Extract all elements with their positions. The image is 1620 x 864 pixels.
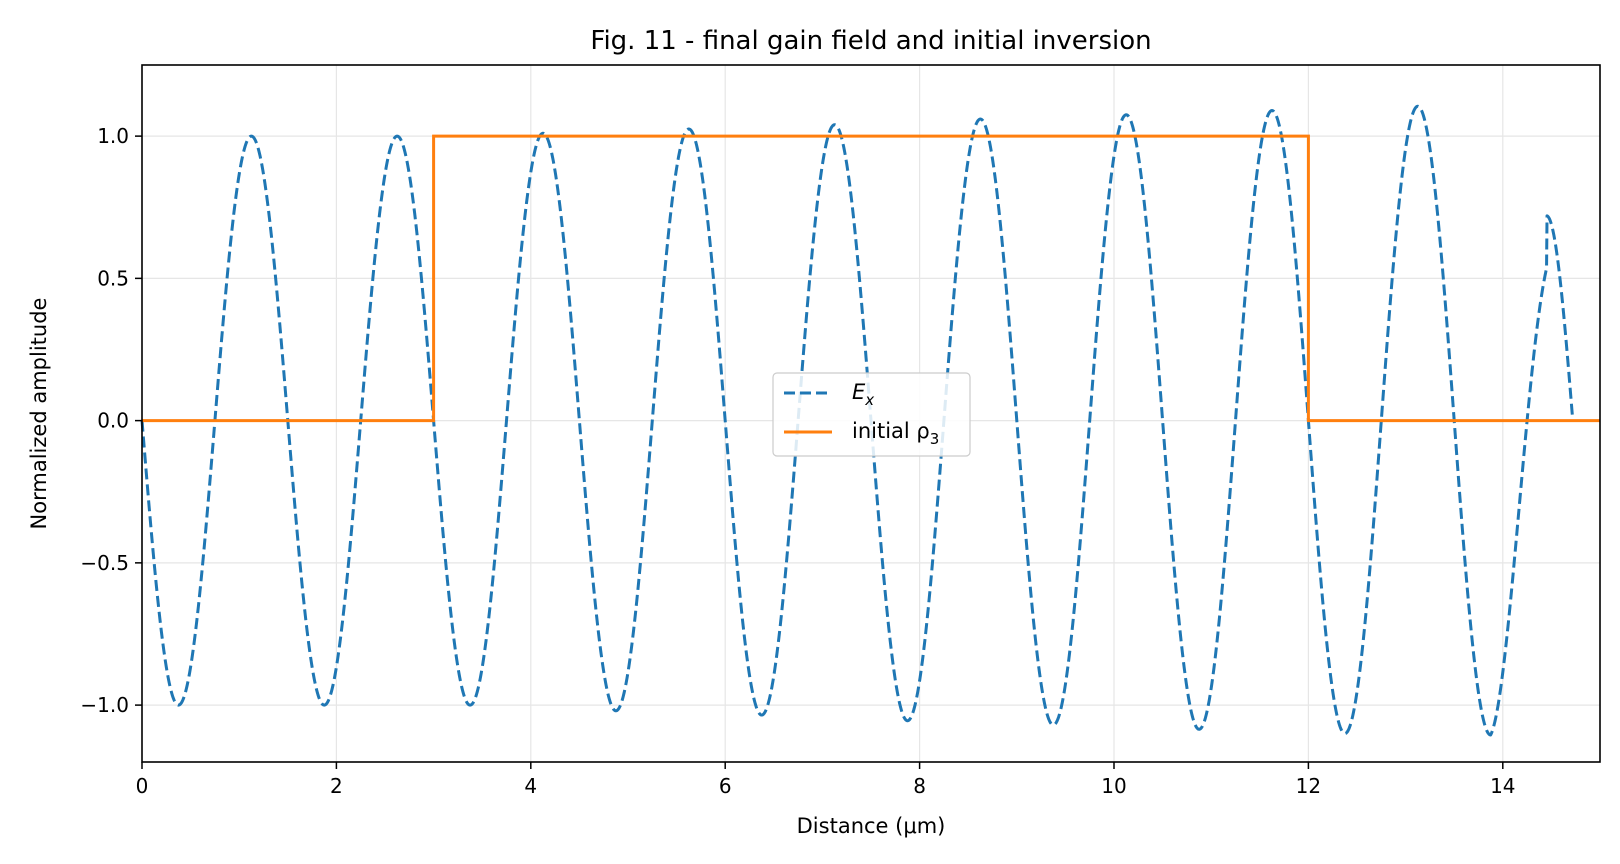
legend-label-ex-sub: x xyxy=(864,391,874,409)
x-tick-label: 10 xyxy=(1101,774,1126,798)
x-axis-label: Distance (μm) xyxy=(797,814,946,838)
legend: Ex initial ρ3 xyxy=(772,372,971,457)
x-tick-label: 6 xyxy=(719,774,732,798)
x-tick-label: 0 xyxy=(136,774,149,798)
legend-label-rho3-sub: 3 xyxy=(930,430,940,448)
chart-title: Fig. 11 - final gain field and initial i… xyxy=(590,26,1151,56)
y-tick-label: 1.0 xyxy=(97,124,129,148)
legend-label-ex-main: E xyxy=(852,380,866,404)
x-tick-label: 8 xyxy=(913,774,926,798)
series-layer xyxy=(140,104,1600,737)
ticks: 0 2 4 6 8 10 12 14 −1.0 −0.5 0.0 0.5 1.0 xyxy=(80,124,1515,798)
x-tick-label: 12 xyxy=(1296,774,1321,798)
legend-label-rho3-main: initial ρ xyxy=(852,419,930,443)
legend-box xyxy=(772,372,971,457)
y-tick-label: 0.0 xyxy=(97,409,129,433)
x-tick-label: 2 xyxy=(330,774,343,798)
plot-frame xyxy=(141,64,1601,763)
series-line-ex xyxy=(140,104,1575,737)
y-tick-label: −0.5 xyxy=(80,551,129,575)
x-tick-label: 14 xyxy=(1490,774,1515,798)
y-tick-label: 0.5 xyxy=(97,266,129,290)
y-tick-label: −1.0 xyxy=(80,693,129,717)
series-line-rho3 xyxy=(142,134,1600,423)
x-tick-label: 4 xyxy=(524,774,537,798)
legend-label-rho3: initial ρ3 xyxy=(852,419,939,448)
legend-label-ex: Ex xyxy=(852,380,874,409)
y-axis-label: Normalized amplitude xyxy=(27,298,51,530)
